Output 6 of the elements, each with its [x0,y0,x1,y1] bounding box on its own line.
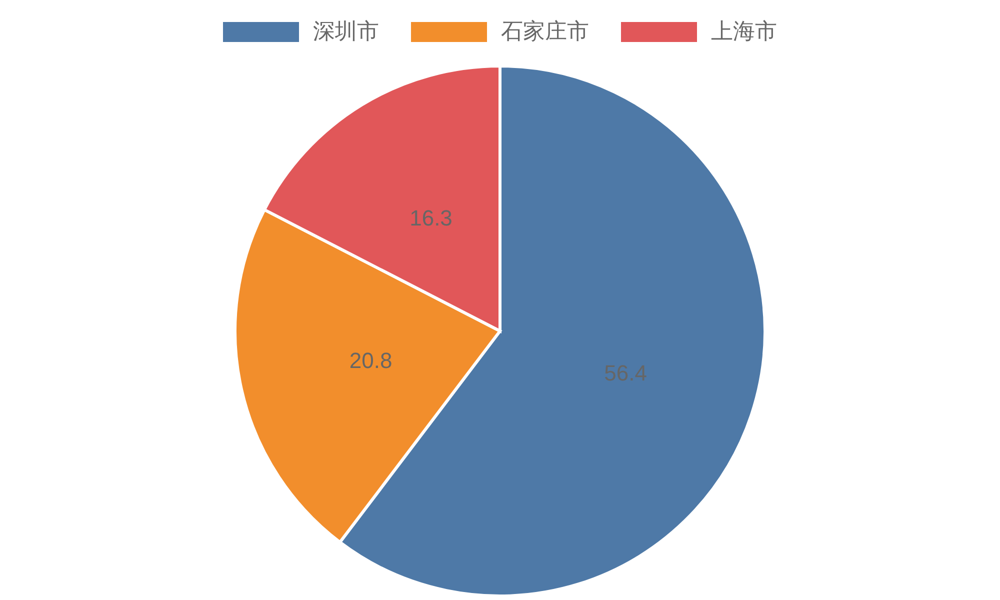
legend-label: 上海市 [711,20,777,44]
legend-label: 石家庄市 [501,20,589,44]
data-label: 16.3 [410,205,452,230]
data-label: 56.4 [604,360,648,386]
data-label: 20.8 [349,348,392,373]
legend-label: 深圳市 [313,20,379,44]
